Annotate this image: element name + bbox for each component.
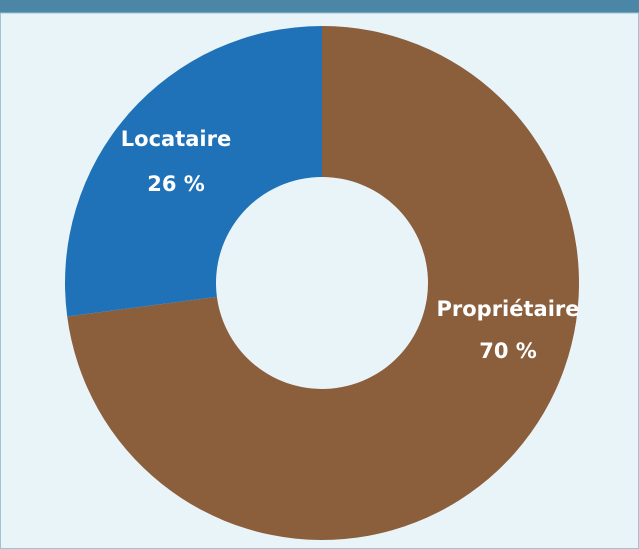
slice <box>65 26 322 317</box>
top-bar <box>0 0 639 13</box>
slice <box>67 26 579 540</box>
slice-label: Locataire <box>121 127 231 151</box>
value-label: 26 % <box>147 172 205 196</box>
slice-label: Propriétaire <box>436 297 579 321</box>
value-label: 70 % <box>479 339 537 363</box>
